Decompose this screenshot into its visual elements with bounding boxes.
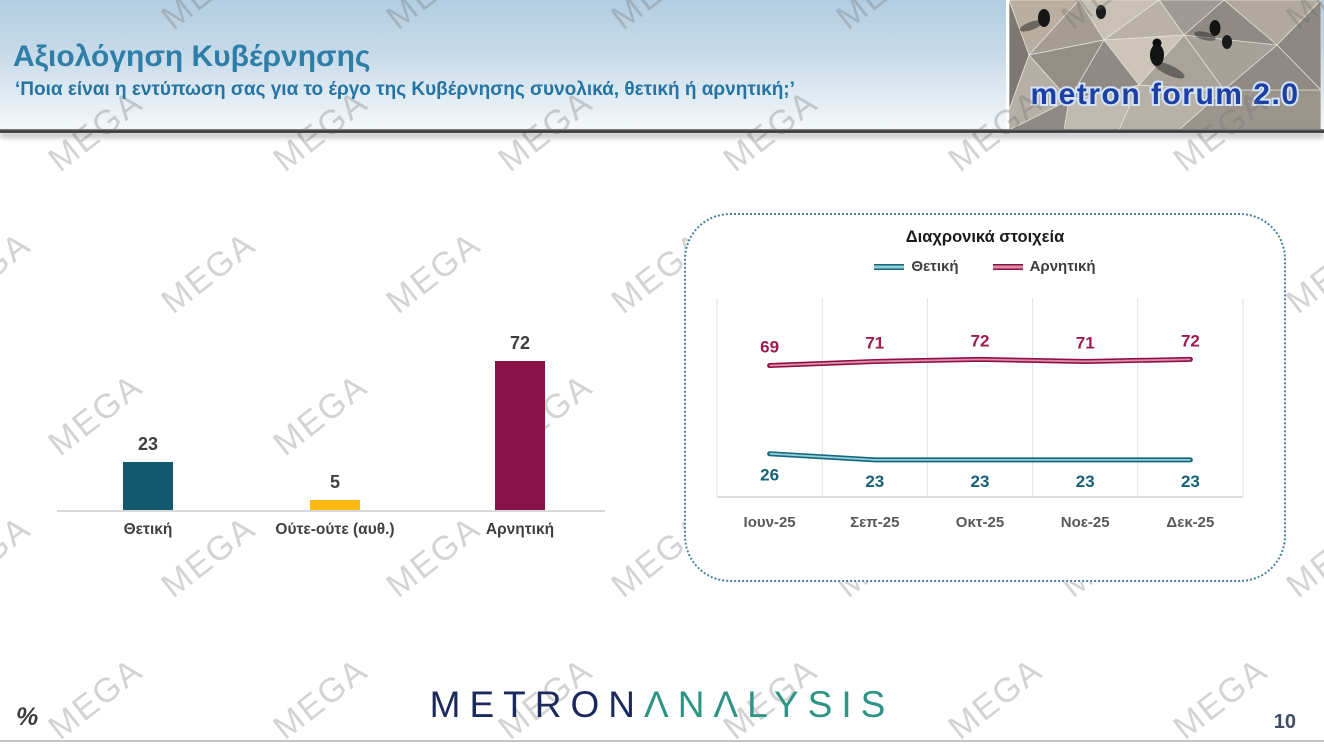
legend-label-positive: Θετική — [911, 258, 959, 275]
trend-panel-title: Διαχρονικά στοιχεία — [905, 228, 1065, 246]
header-divider — [0, 129, 1324, 133]
data-label: 26 — [760, 466, 779, 485]
page-title: Αξιολόγηση Κυβέρνησης — [13, 40, 371, 73]
brand-primary: METRON — [429, 684, 644, 725]
data-label: 23 — [865, 472, 884, 491]
bar-3 — [495, 361, 545, 510]
series-line-inner — [769, 358, 1191, 367]
bar-2 — [310, 500, 360, 510]
bottom-rule — [0, 740, 1324, 742]
metron-forum-logo: metron forum 2.0 — [1006, 0, 1322, 131]
data-label: 71 — [865, 333, 884, 352]
bar-category-label: Αρνητική — [485, 521, 555, 538]
bar-chart: 23 Θετική 5 Ούτε-ούτε (αυθ.) 72 Αρνητική — [0, 0, 660, 560]
trend-line-chart: 26 23 23 23 23 69 71 72 71 72 Ιουν-25 Σεπ-25 Οκτ-25 Ν… — [716, 298, 1244, 531]
bar-1 — [123, 462, 173, 510]
trend-legend: Θετική Αρνητική — [686, 258, 1284, 275]
x-tick-label: Σεπ-25 — [850, 514, 899, 531]
legend-swatch-positive — [874, 263, 905, 270]
data-label: 23 — [1181, 472, 1200, 491]
legend-swatch-negative — [992, 263, 1023, 270]
legend-item-positive: Θετική — [874, 258, 959, 275]
bar-chart-baseline — [57, 510, 605, 512]
brand-secondary: ΛNΛLYSIS — [644, 684, 895, 725]
page-subtitle: ‘Ποια είναι η εντύπωση σας για το έργο τ… — [15, 79, 795, 100]
metron-analysis-logo: METRONΛNΛLYSIS — [0, 684, 1324, 726]
series-line-inner — [769, 452, 1191, 461]
bar-value-label: 23 — [137, 434, 159, 454]
data-label: 23 — [971, 472, 990, 491]
legend-item-negative: Αρνητική — [992, 258, 1096, 275]
bar-value-label: 5 — [329, 472, 340, 492]
logo-photo-mosaic: metron forum 2.0 — [1008, 0, 1322, 131]
data-label: 69 — [760, 338, 779, 357]
page-number: 10 — [1273, 711, 1296, 733]
legend-label-negative: Αρνητική — [1029, 258, 1096, 275]
bar-value-label: 72 — [509, 333, 531, 353]
logo-people-silhouettes — [1019, 5, 1232, 79]
data-label: 72 — [971, 331, 990, 350]
data-label: 71 — [1076, 333, 1095, 352]
x-tick-label: Οκτ-25 — [956, 514, 1004, 531]
x-tick-label: Δεκ-25 — [1166, 514, 1214, 531]
header: metron forum 2.0 — [0, 0, 1324, 131]
logo-text: metron forum 2.0 — [1030, 78, 1299, 111]
x-tick-label: Νοε-25 — [1061, 514, 1110, 531]
unit-label: % — [16, 703, 39, 731]
bar-category-label: Θετική — [123, 521, 173, 538]
trend-panel: Διαχρονικά στοιχεία Θετική Αρνητική 26 23… — [684, 213, 1286, 582]
x-tick-label: Ιουν-25 — [744, 514, 796, 531]
bar-category-label: Ούτε-ούτε (αυθ.) — [275, 521, 395, 538]
data-label: 23 — [1076, 472, 1095, 491]
data-label: 72 — [1181, 331, 1200, 350]
